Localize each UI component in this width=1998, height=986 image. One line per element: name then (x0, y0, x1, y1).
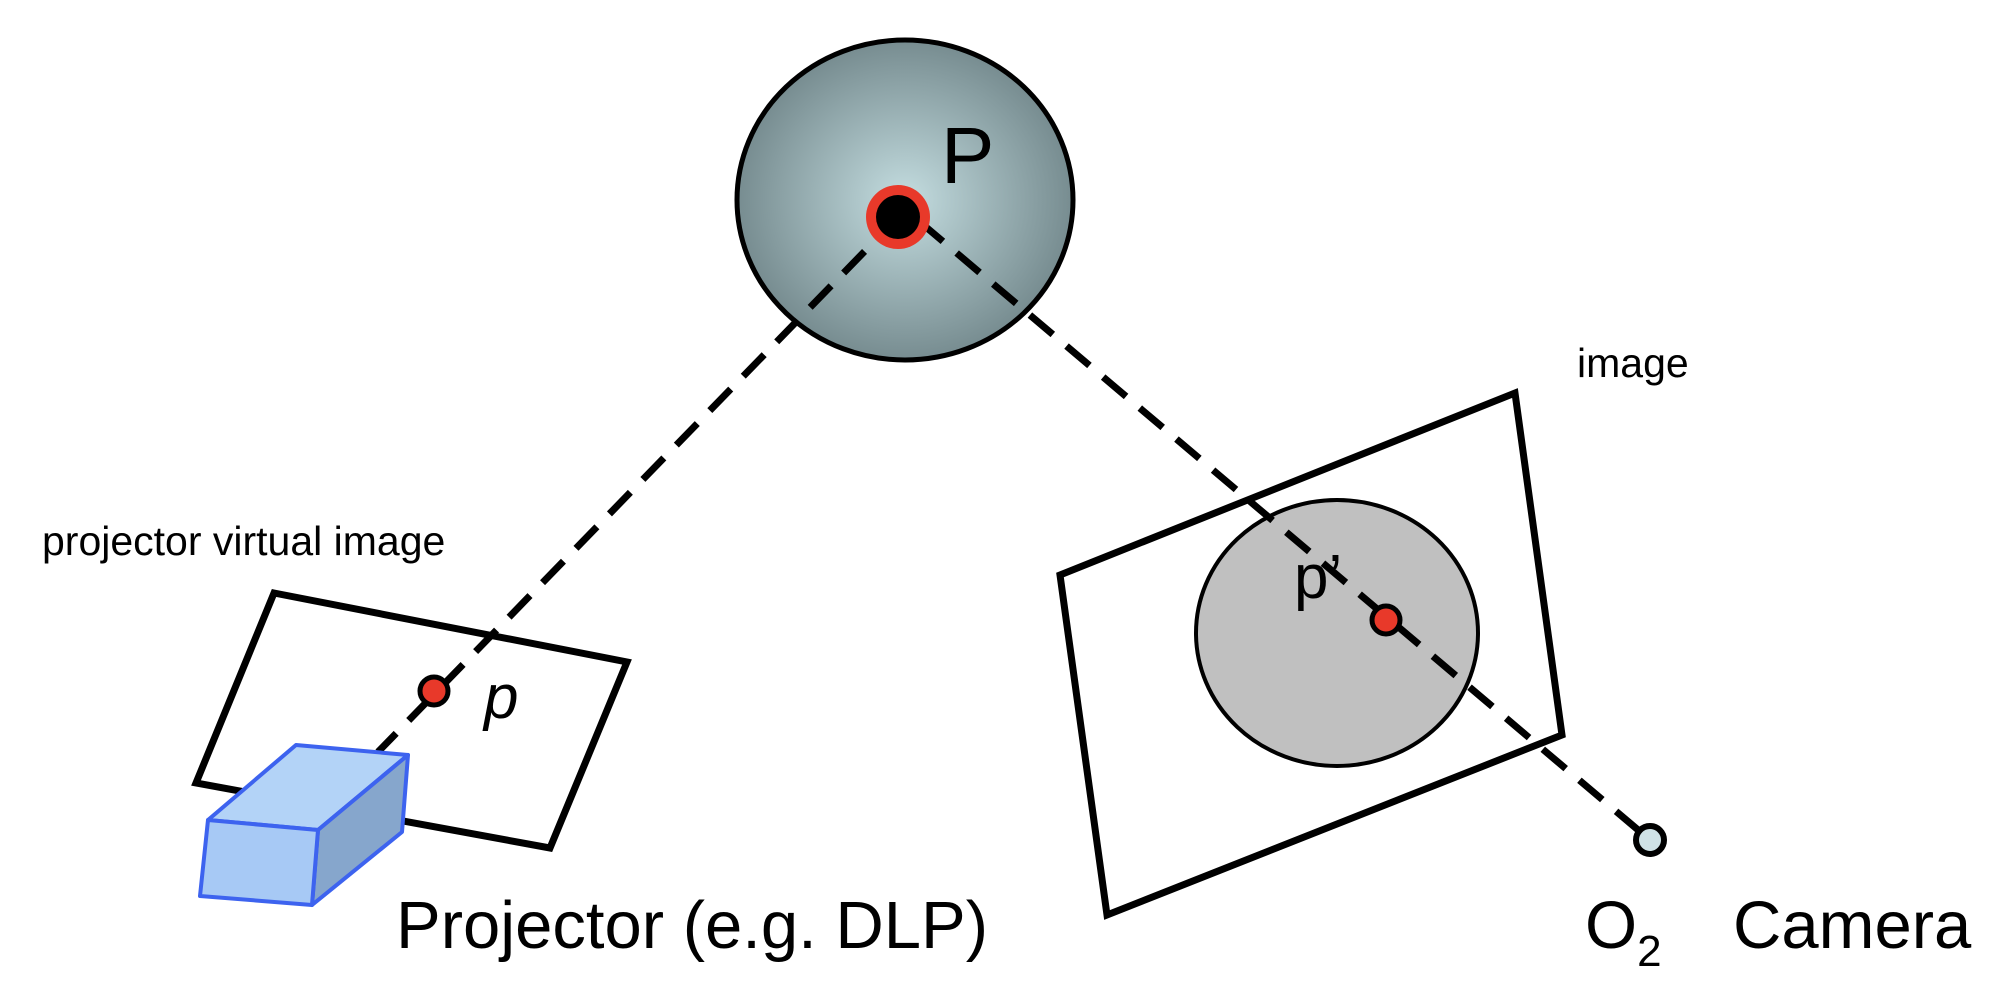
camera-ray (917, 219, 1653, 843)
label-camera-center: O2 (1585, 888, 1662, 976)
label-camera-point: p’ (1294, 543, 1342, 612)
camera-image-blob (1194, 498, 1480, 768)
projector-front-face (198, 818, 320, 907)
world-point-P-core (876, 195, 920, 239)
label-projector: Projector (e.g. DLP) (396, 888, 988, 963)
camera-point-p-prime (1369, 603, 1403, 637)
label-camera-center-main: O (1585, 888, 1637, 963)
label-camera-image: image (1577, 340, 1689, 386)
projector-point-p (417, 674, 451, 708)
projector-icon (198, 743, 410, 907)
label-projector-point: p (482, 663, 518, 732)
projector-image-plane (191, 589, 632, 852)
label-camera: Camera (1733, 888, 1972, 963)
label-camera-center-subscript: 2 (1637, 927, 1661, 976)
label-projector-image: projector virtual image (42, 518, 445, 564)
projector-ray (375, 214, 901, 755)
camera-center-O2 (1633, 823, 1667, 857)
label-world-point: P (941, 111, 994, 200)
